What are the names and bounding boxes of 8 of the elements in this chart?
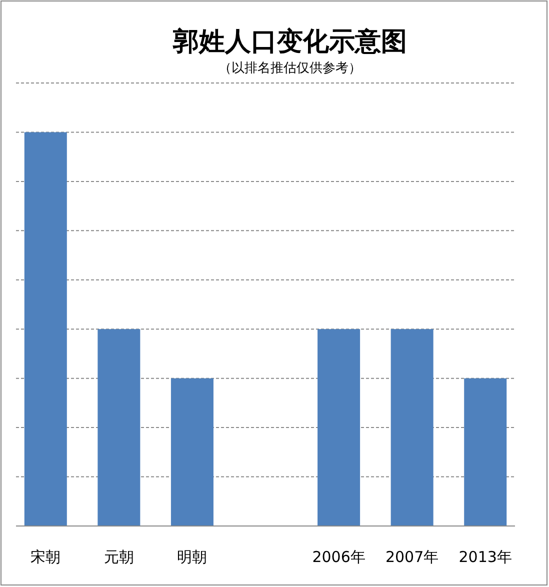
x-tick-label: 2007年 — [385, 548, 439, 566]
chart-title: 郭姓人口变化示意图 — [172, 27, 407, 57]
x-tick-label: 2013年 — [458, 548, 512, 566]
x-tick-label: 2006年 — [312, 548, 366, 566]
x-tick-label: 元朝 — [104, 548, 134, 566]
chart-subtitle: （以排名推估仅供参考） — [218, 61, 362, 76]
x-tick-label: 宋朝 — [30, 548, 61, 566]
x-tick-label: 明朝 — [177, 548, 208, 566]
